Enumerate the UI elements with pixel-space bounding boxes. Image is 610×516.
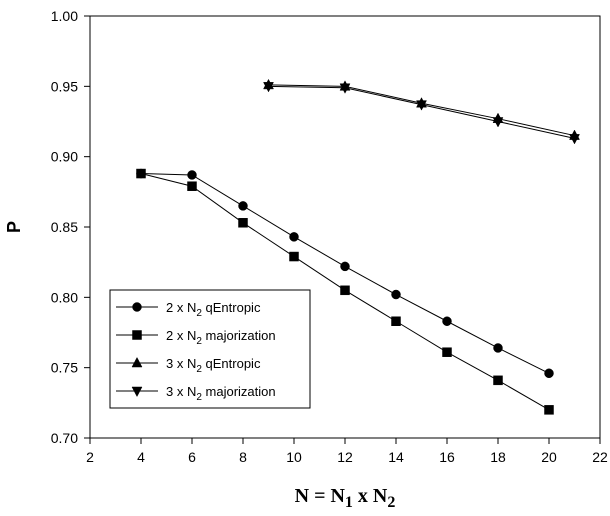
y-tick-label: 0.95 bbox=[51, 78, 78, 94]
data-point bbox=[340, 285, 350, 296]
series-layer bbox=[136, 78, 580, 415]
y-tick-label: 0.80 bbox=[51, 289, 78, 305]
x-tick-label: 12 bbox=[337, 449, 353, 465]
legend-label: 3 x N2 qEntropic bbox=[166, 356, 261, 375]
data-point bbox=[492, 117, 504, 128]
x-tick-label: 10 bbox=[286, 449, 302, 465]
legend-label: 3 x N2 majorization bbox=[166, 384, 276, 403]
data-point bbox=[263, 82, 274, 93]
data-point bbox=[340, 261, 350, 272]
data-point bbox=[544, 405, 554, 415]
data-point bbox=[391, 316, 401, 326]
legend: 2 x N2 qEntropic 2 x N2 majorization 3 x N… bbox=[109, 289, 311, 409]
data-point bbox=[442, 316, 452, 326]
data-point bbox=[493, 343, 503, 353]
data-point bbox=[493, 375, 503, 386]
series-line bbox=[268, 85, 575, 139]
x-tick-label: 22 bbox=[592, 449, 608, 465]
data-point bbox=[136, 168, 146, 179]
legend-item: 2 x N2 majorization bbox=[116, 328, 276, 347]
y-tick-label: 0.90 bbox=[51, 149, 78, 165]
x-tick-label: 16 bbox=[439, 449, 455, 465]
x-tick-label: 6 bbox=[188, 449, 196, 465]
data-point bbox=[238, 218, 248, 228]
legend-label: 2 x N2 majorization bbox=[166, 328, 276, 347]
data-point bbox=[339, 83, 351, 94]
y-tick-label: 1.00 bbox=[51, 8, 78, 24]
legend-marker bbox=[132, 302, 142, 312]
legend-marker bbox=[131, 356, 143, 368]
data-point bbox=[289, 251, 299, 262]
data-point bbox=[569, 134, 580, 145]
y-axis-label: P bbox=[4, 221, 24, 233]
legend-item: 3 x N2 majorization bbox=[116, 384, 276, 403]
legend-item: 2 x N2 qEntropic bbox=[116, 300, 261, 319]
x-tick-label: 20 bbox=[541, 449, 557, 465]
legend-box bbox=[109, 289, 311, 409]
legend-items: 2 x N2 qEntropic 2 x N2 majorization 3 x N… bbox=[116, 300, 276, 403]
data-point bbox=[238, 201, 248, 211]
data-point bbox=[391, 289, 401, 300]
data-point bbox=[442, 347, 452, 357]
x-tick-label: 18 bbox=[490, 449, 506, 465]
series-2 bbox=[136, 168, 554, 415]
y-tick-label: 0.85 bbox=[51, 219, 78, 235]
legend-marker bbox=[132, 330, 142, 340]
y-tick-label: 0.70 bbox=[51, 430, 78, 446]
x-tick-label: 2 bbox=[86, 449, 94, 465]
x-tick-label: 4 bbox=[137, 449, 145, 465]
x-tick-label: 8 bbox=[239, 449, 247, 465]
data-point bbox=[187, 170, 197, 180]
series-4 bbox=[263, 82, 580, 145]
legend-item: 3 x N2 qEntropic bbox=[116, 356, 261, 375]
data-point bbox=[187, 181, 197, 191]
x-tick-label: 14 bbox=[388, 449, 404, 465]
data-point bbox=[289, 232, 299, 242]
x-axis-label: N = N1 x N2 bbox=[295, 485, 396, 511]
axis-ticks: 2 4 6 8 10 12 14 16 18 20 22 0.70 0.75 0.80 0.85 0.90 0.… bbox=[51, 8, 608, 465]
data-point bbox=[544, 368, 554, 379]
y-tick-label: 0.75 bbox=[51, 360, 78, 376]
legend-marker bbox=[131, 386, 143, 398]
data-point bbox=[416, 100, 427, 111]
legend-label: 2 x N2 qEntropic bbox=[166, 300, 261, 319]
